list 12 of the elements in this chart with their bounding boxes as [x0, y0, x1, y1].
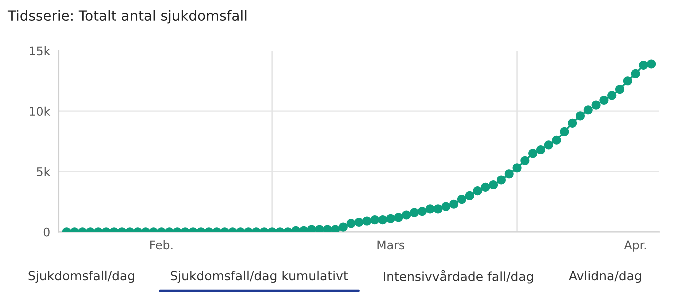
y-tick-label: 5k	[37, 167, 51, 176]
y-tick-label: 10k	[30, 106, 51, 116]
y-tick-label: 0	[44, 228, 50, 237]
text: Sjukdomsfall/dag	[28, 270, 134, 284]
x-tick-label: Apr.	[624, 240, 646, 252]
text: Sjukdomsfall/dag kumulativt	[170, 270, 348, 284]
x-tick-label: Mars	[378, 240, 404, 250]
y-tick-label: 15k	[30, 46, 51, 56]
text: Avlidna/dag	[569, 270, 642, 284]
text: Intensivvårdade fall/dag	[384, 270, 534, 284]
x-tick-label: Feb.	[150, 240, 173, 250]
chart-title: Tidsserie: Totalt antal sjukdomsfall	[8, 10, 247, 24]
